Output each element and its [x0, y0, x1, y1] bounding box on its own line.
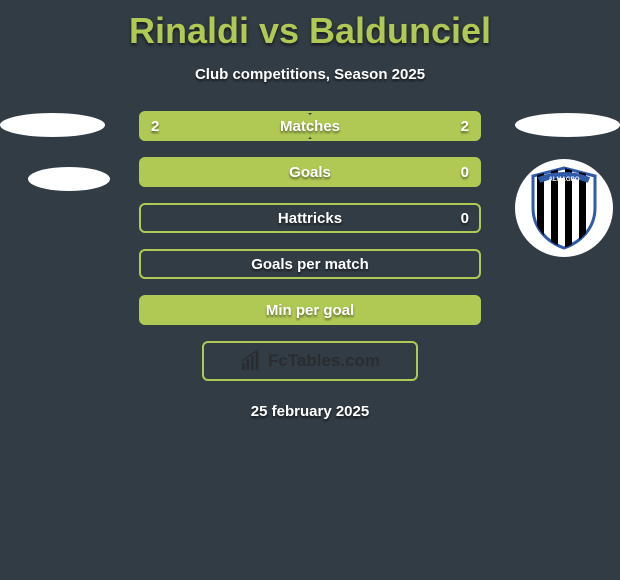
- stat-bar: Hattricks 0: [139, 203, 481, 233]
- right-club-badge: ALMAGRO: [515, 159, 613, 257]
- stat-bar: Goals 0: [139, 157, 481, 187]
- page-title: Rinaldi vs Baldunciel: [0, 0, 620, 52]
- comparison-chart: ALMAGRO 2 Matches 2 Goals 0 Hattricks 0 Goals p…: [0, 111, 620, 420]
- stat-bar: Goals per match: [139, 249, 481, 279]
- watermark: FcTables.com: [202, 341, 418, 381]
- stat-right-value: 2: [461, 118, 469, 135]
- stat-right-value: 0: [461, 164, 469, 181]
- stat-right-value: 0: [461, 210, 469, 227]
- stat-bars: 2 Matches 2 Goals 0 Hattricks 0 Goals per match…: [139, 111, 481, 325]
- stat-bar: Min per goal: [139, 295, 481, 325]
- right-badge-1-placeholder: [515, 113, 620, 137]
- stat-label: Goals per match: [251, 256, 369, 273]
- stat-label: Goals: [289, 164, 331, 181]
- stat-left-value: 2: [151, 118, 159, 135]
- stat-label: Min per goal: [266, 302, 354, 319]
- almagro-shield-icon: ALMAGRO: [529, 166, 599, 250]
- watermark-text: FcTables.com: [268, 351, 380, 371]
- left-badge-2-placeholder: [28, 167, 110, 191]
- left-player-badges: [0, 111, 110, 191]
- svg-text:ALMAGRO: ALMAGRO: [549, 177, 580, 183]
- stat-bar: 2 Matches 2: [139, 111, 481, 141]
- barchart-icon: [240, 350, 262, 372]
- stat-label: Hattricks: [278, 210, 342, 227]
- stat-label: Matches: [280, 118, 340, 135]
- right-player-badges: ALMAGRO: [515, 111, 620, 257]
- subtitle: Club competitions, Season 2025: [0, 66, 620, 83]
- date: 25 february 2025: [0, 403, 620, 420]
- left-badge-1-placeholder: [0, 113, 105, 137]
